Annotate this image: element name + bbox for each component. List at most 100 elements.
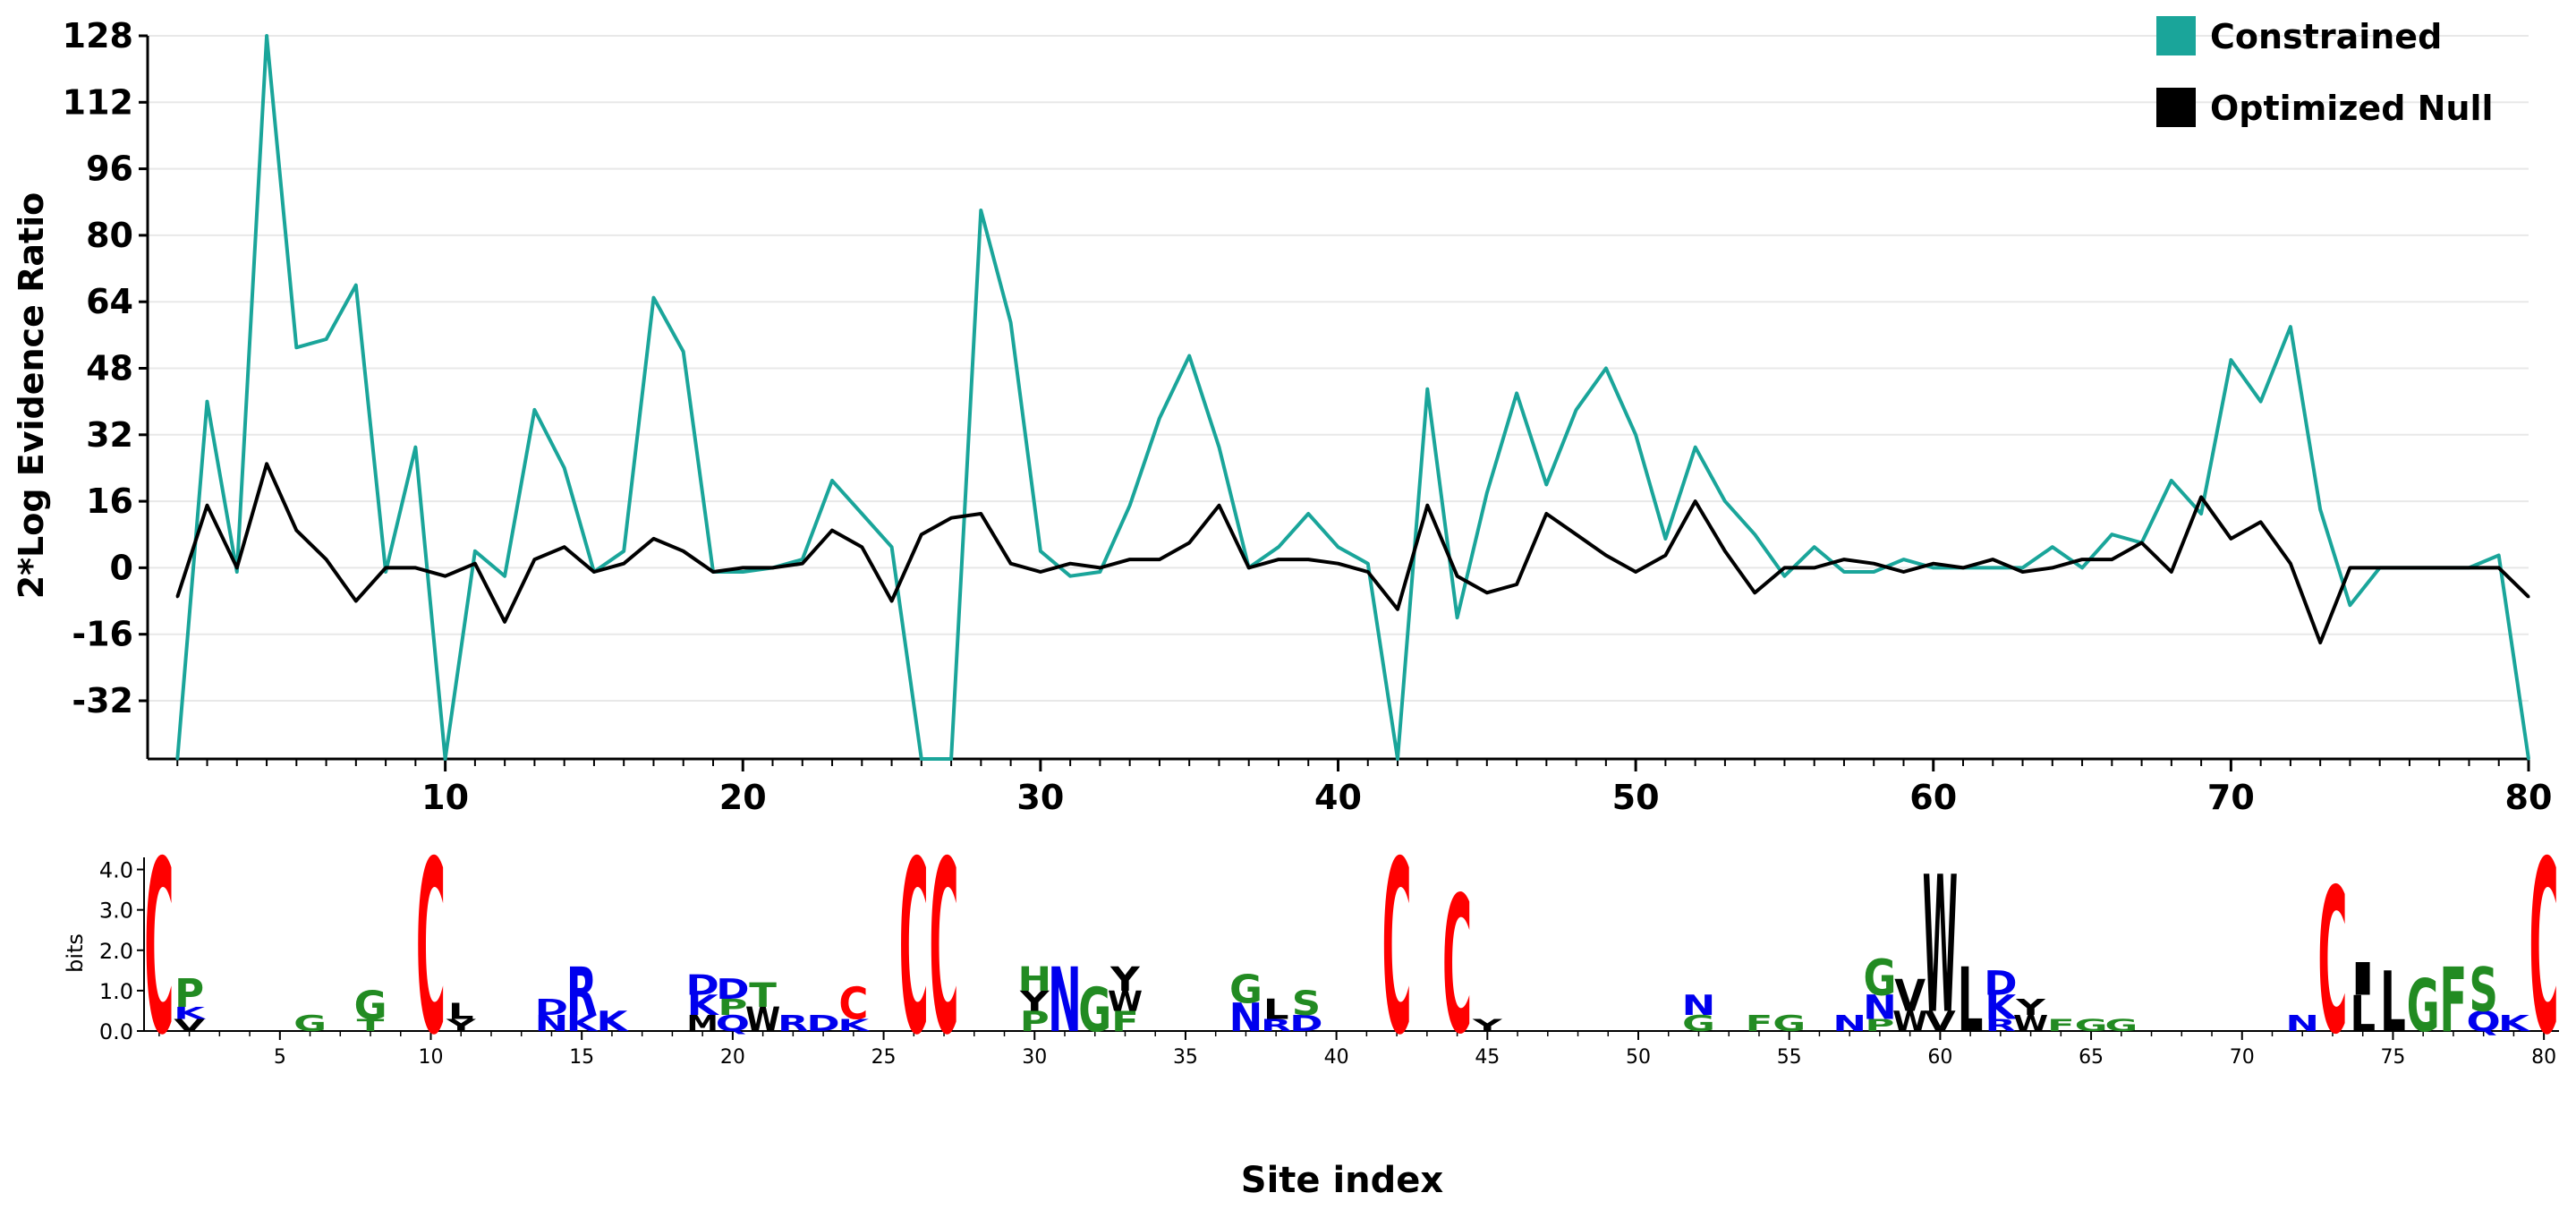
data-point <box>206 504 209 507</box>
data-point <box>741 566 744 569</box>
data-point <box>830 529 834 533</box>
logo-letter: K <box>687 990 720 1022</box>
data-point <box>444 757 447 761</box>
y-tick-label: 0 <box>110 548 133 587</box>
legend-label-constrained: Constrained <box>2210 17 2442 56</box>
data-point <box>265 462 268 465</box>
logo-letter-group: K <box>687 990 720 1022</box>
logo-letter: Y <box>2015 994 2046 1020</box>
logo-letter: S <box>1292 984 1321 1023</box>
logo-letter: V <box>1894 970 1926 1022</box>
data-point <box>2259 520 2263 524</box>
logo-letter-group: C <box>838 978 868 1030</box>
logo-letter: D <box>716 974 749 1006</box>
logo-letter-group: G <box>1863 949 1896 1007</box>
logo-x-tick-label: 60 <box>1927 1046 1952 1069</box>
logo-letter: C <box>1442 856 1472 1076</box>
data-point <box>1217 446 1220 449</box>
data-point <box>1366 570 1370 574</box>
logo-letter: D <box>1289 1010 1322 1036</box>
logo-letter-group: W <box>2013 1011 2048 1036</box>
data-point <box>2199 512 2203 516</box>
data-point <box>2229 358 2232 362</box>
data-point <box>622 550 625 553</box>
logo-letter: G <box>1682 1010 1715 1036</box>
data-point <box>920 533 923 536</box>
data-point <box>1723 550 1727 553</box>
logo-letter: C <box>899 810 929 1087</box>
logo-letter: G <box>293 1010 327 1036</box>
data-point <box>2527 757 2530 761</box>
data-point <box>1485 591 1489 594</box>
logo-y-tick-label: 4.0 <box>99 858 133 883</box>
data-point <box>444 575 447 578</box>
data-point <box>1753 591 1756 594</box>
data-point <box>1068 575 1072 578</box>
data-point <box>1485 491 1489 495</box>
data-point <box>1128 504 1132 507</box>
logo-x-tick-label: 5 <box>274 1046 286 1069</box>
logo-y-tick-label: 3.0 <box>99 899 133 924</box>
data-point <box>1575 408 1578 412</box>
logo-letter: G <box>2075 1016 2108 1035</box>
data-point <box>1396 757 1399 761</box>
data-point <box>1128 558 1132 561</box>
data-point <box>2497 553 2501 557</box>
logo-letter: Q <box>716 1010 750 1036</box>
logo-y-axis-label: bits <box>63 933 88 973</box>
x-tick-label: 30 <box>1016 778 1064 817</box>
data-point <box>1515 583 1518 586</box>
data-point <box>711 570 715 574</box>
data-point <box>2527 595 2530 599</box>
series-line-optimized-null <box>175 462 2530 644</box>
legend-label-optimized-null: Optimized Null <box>2210 89 2494 128</box>
logo-letter-group: L <box>2380 955 2406 1052</box>
logo-letter: W <box>1892 1005 1927 1037</box>
logo-letter: S <box>2469 955 2497 1026</box>
logo-letter-group: L <box>448 998 474 1024</box>
logo-letter: N <box>1682 990 1716 1022</box>
data-point <box>1425 388 1429 391</box>
y-tick-label: -16 <box>72 615 133 654</box>
logo-letter-group: C <box>1442 856 1472 1076</box>
logo-letter: G <box>354 984 387 1028</box>
logo-letter: F <box>2440 950 2468 1053</box>
data-point <box>860 512 863 516</box>
logo-letter: L <box>1263 993 1289 1026</box>
data-point <box>890 545 894 549</box>
data-point <box>1337 545 1339 549</box>
x-tick-label: 50 <box>1612 778 1660 817</box>
logo-letter: N <box>535 1010 569 1036</box>
data-point <box>1544 512 1548 516</box>
x-axis-label: Site index <box>1241 1160 1444 1201</box>
data-point <box>2348 566 2351 569</box>
data-point <box>1932 562 1935 566</box>
data-point <box>563 466 566 470</box>
logo-letter-group: S <box>2469 955 2497 1026</box>
data-point <box>1901 570 1905 574</box>
logo-axes: bits <box>63 857 2559 1032</box>
data-point <box>2110 558 2113 561</box>
logo-letter-group: W <box>745 1000 780 1039</box>
logo-letter-group: P <box>718 994 747 1020</box>
logo-letter: W <box>2013 1011 2048 1036</box>
logo-letter-group: C <box>899 810 929 1087</box>
data-point <box>325 558 328 561</box>
logo-letter-group: P <box>1865 1016 1894 1035</box>
gridlines <box>148 35 2529 702</box>
logo-letter-group: V <box>1925 1006 1956 1038</box>
logo-x-tick-label: 15 <box>569 1046 594 1069</box>
logo-y-tick-label: 0.0 <box>99 1019 133 1044</box>
logo-letter-group: V <box>1894 970 1926 1022</box>
logo-letter: G <box>1229 967 1262 1012</box>
data-point <box>2140 541 2144 545</box>
logo-letter-group: C <box>2317 846 2347 1078</box>
logo-letter: L <box>1958 950 1984 1053</box>
logo-letter-group: G <box>2075 1016 2108 1035</box>
data-point <box>2229 537 2232 541</box>
data-point <box>294 345 298 349</box>
data-point <box>1337 562 1339 566</box>
data-point <box>2497 566 2501 569</box>
data-point <box>1901 558 1905 561</box>
